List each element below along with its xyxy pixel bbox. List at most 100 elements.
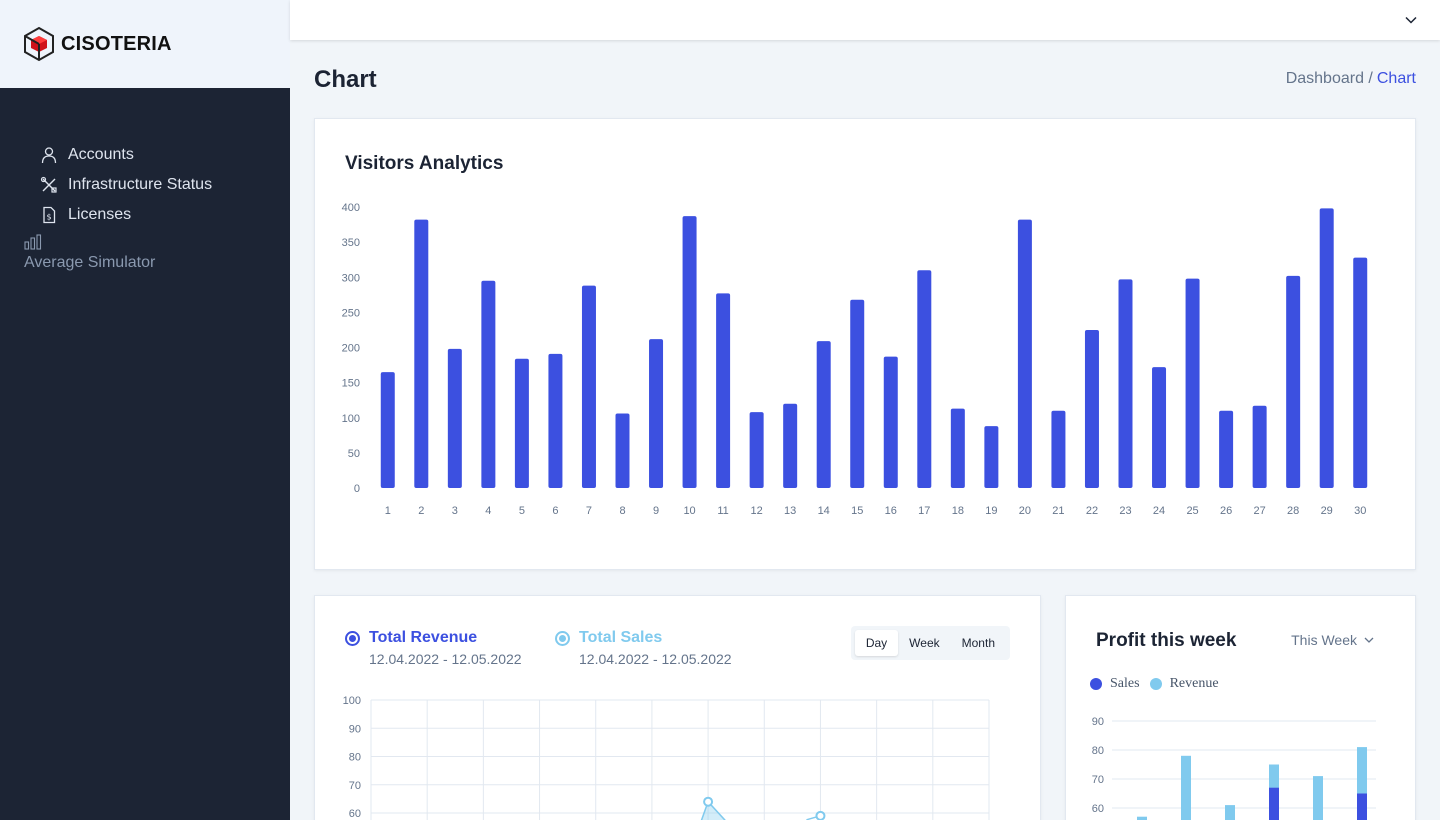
logo-cube-icon (24, 26, 54, 62)
legend-dot (345, 631, 360, 646)
revenue-area-chart: 60 70 80 90 100 (343, 695, 990, 820)
bar (447, 348, 462, 488)
bar (883, 356, 898, 488)
profit-card: Profit this week This Week Sales Revenue… (1065, 595, 1416, 820)
legend-total-sales: Total Sales 12.04.2022 - 12.05.2022 (555, 629, 732, 667)
legend-total-revenue: Total Revenue 12.04.2022 - 12.05.2022 (345, 629, 522, 667)
bar (984, 426, 999, 488)
sales-point (703, 796, 714, 807)
sidebar-item-licenses[interactable]: $ Licenses (0, 200, 290, 230)
bar (380, 372, 395, 488)
card-title: Profit this week (1096, 630, 1237, 651)
bar (950, 408, 965, 488)
x-tick-label: 26 (1220, 505, 1232, 517)
x-tick-label: 18 (952, 505, 964, 517)
bar (615, 413, 630, 488)
bar (1286, 275, 1301, 488)
period-select[interactable]: This Week (1291, 632, 1375, 648)
bar-chart-icon (24, 234, 42, 250)
breadcrumb: Dashboard / Chart (1286, 70, 1416, 88)
y-tick-label: 90 (1092, 716, 1104, 728)
chevron-down-icon[interactable] (1404, 13, 1418, 27)
legend-dot (555, 631, 570, 646)
legend-sales[interactable]: Sales (1090, 676, 1140, 692)
x-tick-label: 14 (818, 505, 830, 517)
y-tick-label: 250 (342, 307, 360, 319)
bar (581, 285, 596, 488)
sales-area (700, 800, 726, 820)
bar (514, 358, 529, 488)
sidebar-item-label: Licenses (68, 206, 132, 223)
revenue-bar (1313, 776, 1323, 820)
y-tick-label: 150 (342, 378, 360, 390)
bar (548, 353, 563, 488)
x-tick-label: 4 (485, 505, 491, 517)
bar (414, 219, 429, 488)
y-tick-label: 100 (342, 413, 360, 425)
breadcrumb-link-dashboard[interactable]: Dashboard / (1285, 70, 1373, 87)
visitors-analytics-card: Visitors Analytics 0 50 100 150 200 250 300 350… (314, 118, 1416, 570)
y-tick-label: 300 (342, 272, 360, 284)
y-tick-label: 80 (349, 752, 361, 764)
x-tick-label: 20 (1019, 505, 1031, 517)
bar (816, 341, 831, 488)
x-tick-label: 13 (784, 505, 796, 517)
y-tick-label: 80 (1092, 745, 1104, 757)
x-tick-label: 12 (751, 505, 763, 517)
x-tick-label: 30 (1354, 505, 1366, 517)
chevron-down-icon (1364, 637, 1374, 643)
legend-label: Total Sales (579, 629, 663, 646)
sidebar-item-average-simulator[interactable]: Average Simulator (0, 234, 290, 272)
revenue-bar (1357, 747, 1367, 820)
sales-bar (1269, 787, 1279, 820)
x-tick-label: 25 (1186, 505, 1198, 517)
range-button-week[interactable]: Week (909, 636, 940, 650)
bar (917, 270, 932, 488)
logo[interactable]: CISOTERIA (0, 0, 290, 88)
y-tick-label: 60 (349, 808, 361, 820)
x-tick-label: 29 (1321, 505, 1333, 517)
svg-text:$: $ (46, 213, 51, 222)
x-tick-label: 8 (619, 505, 625, 517)
document-dollar-icon: $ (43, 206, 56, 224)
bar (1118, 279, 1133, 488)
revenue-bar (1225, 805, 1235, 820)
profit-legend: Sales Revenue (1090, 676, 1229, 692)
bar (1219, 410, 1234, 488)
sidebar-item-label: Average Simulator (24, 254, 156, 271)
sidebar: CISOTERIA Accounts Infrastructure Status… (0, 0, 290, 820)
legend-revenue[interactable]: Revenue (1149, 676, 1219, 692)
x-tick-label: 24 (1153, 505, 1165, 517)
sidebar-item-label: Infrastructure Status (68, 176, 213, 193)
y-tick-label: 350 (342, 237, 360, 249)
user-icon (41, 147, 57, 164)
range-toggle: Day Week Month (850, 626, 1010, 660)
sales-point (815, 810, 826, 820)
bar (682, 216, 697, 488)
sidebar-nav: Accounts Infrastructure Status $ License… (0, 88, 290, 272)
bar (649, 339, 664, 488)
bar (716, 293, 731, 488)
revenue-bar (1181, 755, 1191, 820)
legend-label: Revenue (1169, 676, 1219, 691)
bar (1084, 329, 1099, 488)
y-tick-label: 90 (349, 723, 361, 735)
range-button-month[interactable]: Month (961, 636, 995, 650)
revenue-sales-card: Total Revenue 12.04.2022 - 12.05.2022 To… (314, 595, 1041, 820)
y-tick-label: 200 (342, 343, 360, 355)
x-tick-label: 27 (1254, 505, 1266, 517)
bar (481, 280, 496, 488)
card-title: Visitors Analytics (345, 153, 504, 174)
range-button-day[interactable]: Day (854, 630, 899, 656)
sidebar-item-infrastructure-status[interactable]: Infrastructure Status (0, 170, 290, 200)
x-tick-label: 6 (552, 505, 558, 517)
bar (1051, 410, 1066, 488)
bar (1017, 219, 1032, 488)
legend-date: 12.04.2022 - 12.05.2022 (369, 651, 522, 667)
bar (1252, 405, 1267, 488)
x-tick-label: 10 (683, 505, 695, 517)
page-title: Chart (314, 66, 377, 93)
sales-bar (1357, 793, 1367, 820)
sidebar-item-accounts[interactable]: Accounts (0, 140, 290, 170)
x-tick-label: 19 (985, 505, 997, 517)
